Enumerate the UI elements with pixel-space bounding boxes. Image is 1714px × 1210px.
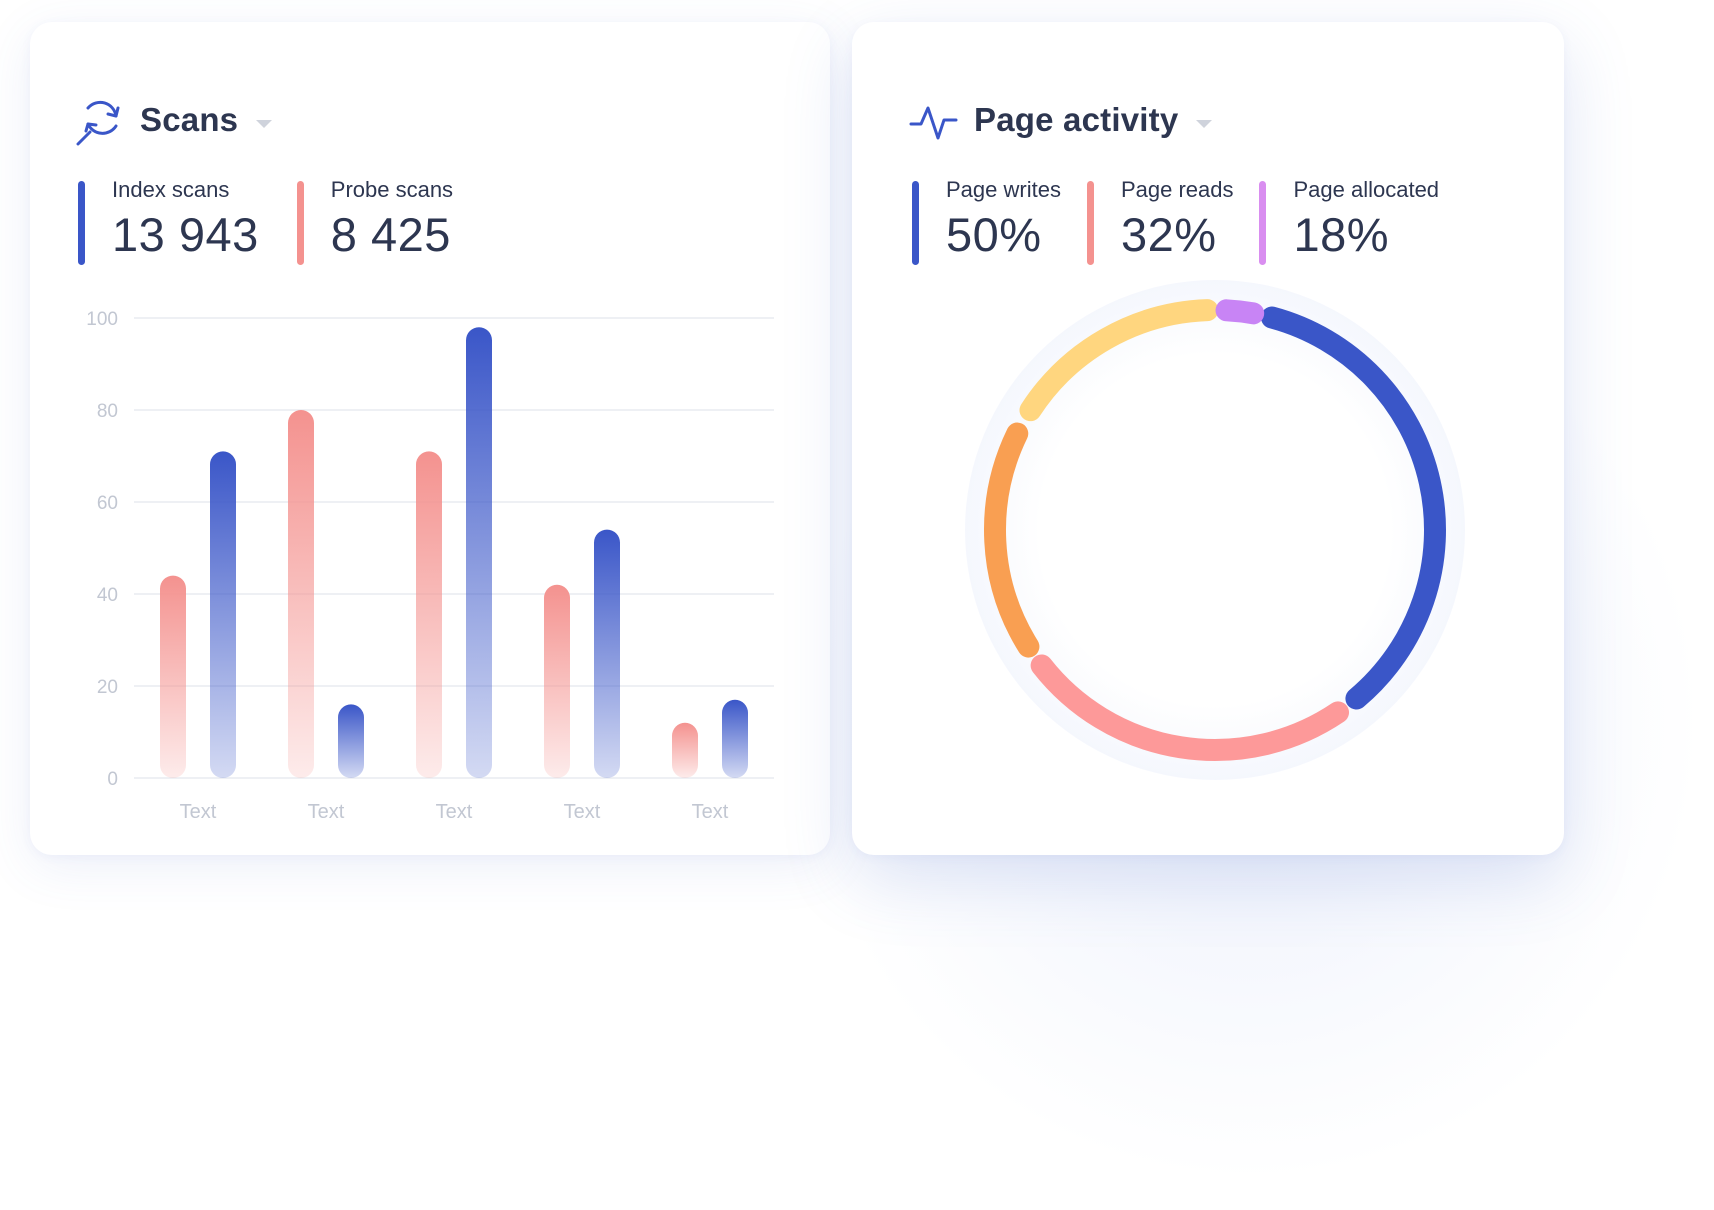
probe-scans-bar [672, 722, 698, 778]
probe-scans-bar [288, 410, 314, 778]
donut-segment-4 [1215, 299, 1265, 325]
metric-label: Index scans [112, 177, 230, 202]
page-activity-metrics: Page writes 50% Page reads 32% Page allo… [912, 177, 1440, 265]
y-tick-label: 40 [97, 585, 118, 606]
y-tick-label: 80 [97, 401, 118, 422]
probe-scans-bar [416, 451, 442, 778]
metric-color-bar [1086, 181, 1094, 265]
x-tick-label: Text [180, 801, 217, 823]
scans-metrics: Index scans 13 943 Probe scans 8 425 [78, 177, 454, 265]
metric-color-bar [296, 181, 304, 265]
metric-value: 13 943 [112, 208, 259, 261]
metric-color-bar [78, 181, 85, 265]
metric-value: 50% [946, 208, 1042, 261]
index-scans-bar [210, 451, 236, 778]
y-tick-label: 60 [97, 493, 118, 514]
chevron-down-icon[interactable] [1196, 120, 1213, 128]
metric-label: Probe scans [330, 177, 454, 202]
donut-glow [965, 280, 1465, 780]
index-scans-bar [466, 327, 492, 778]
x-tick-label: Text [436, 801, 473, 823]
scans-card: Scans Index scans 13 943 Probe scans 8 4… [30, 22, 830, 855]
refresh-search-icon [76, 100, 120, 146]
metric-label: Page writes [946, 177, 1061, 202]
metric-value: 18% [1293, 208, 1390, 261]
metric-label: Page allocated [1293, 177, 1440, 202]
y-tick-label: 20 [97, 677, 118, 698]
y-tick-label: 0 [107, 769, 118, 790]
page-activity-card: Page activity Page writes 50% Page reads… [852, 22, 1564, 855]
index-scans-bar [722, 699, 748, 778]
metric-label: Page reads [1120, 177, 1234, 202]
scans-header[interactable]: Scans [74, 94, 273, 146]
metric-color-bar [1259, 181, 1267, 265]
metric-value: 32% [1120, 208, 1217, 261]
index-scans-bar [594, 529, 620, 778]
donut-segment-0 [1260, 306, 1446, 710]
probe-scans-bar [160, 575, 186, 778]
pulse-icon [909, 106, 958, 140]
metric-page-writes: Page writes 50% [912, 177, 1061, 265]
page-activity-header[interactable]: Page activity [908, 94, 1213, 146]
x-tick-label: Text [692, 801, 729, 823]
metric-value: 8 425 [330, 208, 451, 261]
donut-segment-2 [984, 422, 1040, 658]
metric-page-allocated: Page allocated 18% [1259, 177, 1440, 265]
page-activity-title: Page activity [974, 101, 1179, 138]
metric-color-bar [912, 181, 919, 265]
donut-segment-1 [1030, 654, 1350, 761]
y-tick-label: 100 [86, 309, 118, 330]
metric-index-scans: Index scans 13 943 [78, 177, 259, 265]
scans-bar-chart: 0 20 40 60 80 100 Text Text Text Text Text [86, 309, 774, 823]
donut-segment-3 [1019, 299, 1219, 422]
page-activity-donut-chart [965, 280, 1465, 780]
x-tick-label: Text [564, 801, 601, 823]
index-scans-bar [338, 704, 364, 778]
x-tick-label: Text [308, 801, 345, 823]
metric-page-reads: Page reads 32% [1086, 177, 1234, 265]
scans-title: Scans [140, 101, 239, 138]
chevron-down-icon[interactable] [256, 120, 273, 128]
metric-probe-scans: Probe scans 8 425 [296, 177, 454, 265]
probe-scans-bar [544, 584, 570, 778]
